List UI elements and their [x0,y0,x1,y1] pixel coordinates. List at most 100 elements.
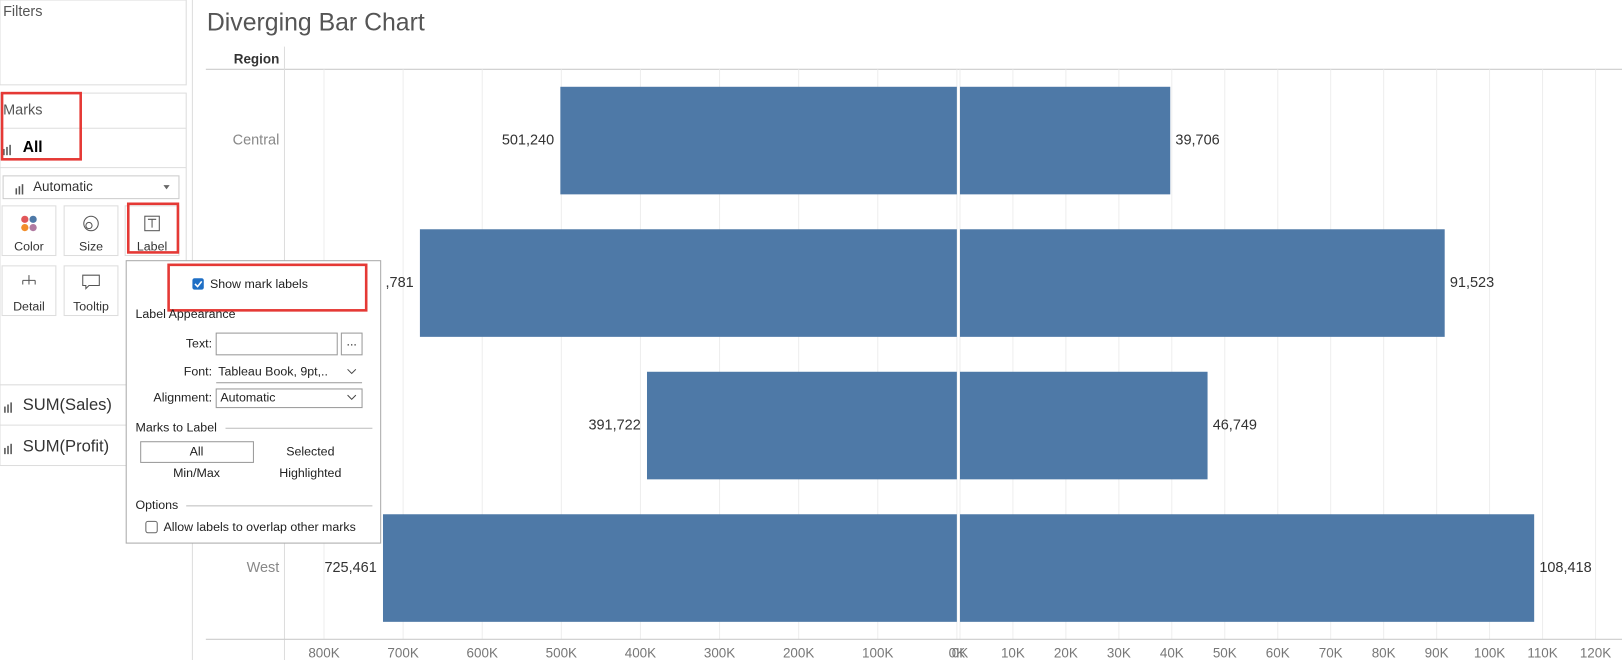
detail-icon [22,275,36,285]
bar-icon [6,146,8,156]
x-tick-label: 400K [625,645,656,660]
x-tick-label: 100K [862,645,893,660]
sales-label: ,781 [386,275,414,291]
x-tick-label: 700K [387,645,418,660]
color-icon [29,223,37,232]
marks-title: Marks [3,103,42,119]
filters-title: Filters [3,4,42,20]
x-tick-label: 0K [949,645,965,660]
chevron [347,368,357,375]
bar-icon [10,443,12,455]
mark-card-label: Color [14,240,44,254]
color-icon [21,223,29,232]
bar-icon [10,402,12,413]
alignment-value: Automatic [220,391,275,405]
sales-label: 391,722 [588,417,640,433]
label-option[interactable]: All [190,444,204,458]
field-label: Alignment: [153,391,212,405]
section-title: Label Appearance [136,307,236,321]
x-tick-label: 800K [308,645,339,660]
profit-label: 39,706 [1175,132,1219,148]
checkbox-checked[interactable] [192,278,204,290]
x-tick-label: 50K [1213,645,1237,660]
x-tick-label: 70K [1319,645,1343,660]
shelf-pill[interactable]: SUM(Profit) [23,436,109,455]
mark-type: Automatic [33,179,93,194]
marks-all[interactable]: All [23,139,43,156]
checkbox-label[interactable]: Allow labels to overlap other marks [163,520,355,534]
category-label: West [247,560,280,576]
x-tick-label: 200K [783,645,814,660]
shelf-pill[interactable]: SUM(Sales) [23,395,112,414]
font-dropdown[interactable]: Tableau Book, 9pt,.. [218,365,328,379]
profit-bar [959,86,1171,195]
profit-label: 108,418 [1539,560,1591,576]
size-icon [83,215,99,232]
mark-card-button[interactable] [1,265,57,317]
bar-icon [7,445,9,455]
mark-card-label: Size [79,240,103,254]
bar-icon [21,184,24,195]
sales-bar [382,514,957,622]
filters-shelf [0,0,187,86]
x-tick-label: 300K [704,645,735,660]
checkbox-unchecked[interactable] [145,520,158,534]
label-option[interactable]: Highlighted [279,466,341,480]
size-icon [85,221,93,230]
x-tick-label: 110K [1527,645,1557,660]
category-label: Central [233,132,280,148]
highlight-box [126,202,180,254]
mark-card-button[interactable] [1,205,57,257]
sales-bar [646,371,957,480]
mark-card-button[interactable] [63,265,119,317]
bar-icon [3,148,5,156]
x-tick-label: 120K [1580,645,1611,660]
profit-bar [959,229,1445,337]
bar-icon [4,447,6,455]
profit-bar [959,514,1535,622]
x-tick-label: 100K [1474,645,1505,660]
field-label: Text: [186,337,212,351]
sales-bar [560,86,957,195]
checkbox-label[interactable]: Show mark labels [210,277,308,291]
mark-card-label: Label [137,240,167,254]
color-icon [21,215,29,223]
chart-title: Diverging Bar Chart [207,9,425,36]
sales-label: 501,240 [502,132,554,148]
highlight-box [167,263,368,312]
alignment-dropdown[interactable] [215,388,363,409]
label-option[interactable]: Min/Max [173,466,221,480]
x-tick-label: 30K [1107,645,1131,660]
text-button[interactable] [340,332,363,356]
bar-icon [15,188,18,195]
label-icon [147,218,157,228]
checkmark [194,280,203,288]
bar-icon [9,144,11,156]
button-text: ... [347,335,357,349]
sales-label: 725,461 [324,560,376,576]
x-tick-label: 80K [1372,645,1396,660]
color-icon [29,215,37,223]
mark-type-dropdown[interactable] [2,175,180,200]
label-icon [144,215,160,232]
x-tick-label: 500K [546,645,577,660]
profit-bar [959,371,1208,480]
x-tick-label: 40K [1160,645,1184,660]
x-tick-label: 0K [952,645,968,660]
x-tick-label: 600K [467,645,498,660]
row-header: Region [234,52,280,67]
mark-card-button[interactable] [124,205,180,257]
x-tick-label: 20K [1054,645,1078,660]
dropdown-arrow [163,185,170,190]
section-title: Options [136,498,179,512]
mark-card-label: Detail [13,300,45,314]
profit-label: 46,749 [1213,417,1257,433]
text-input[interactable] [215,332,338,356]
mark-card-label: Tooltip [73,300,109,314]
x-tick-label: 60K [1266,645,1290,660]
field-label: Font: [184,365,212,379]
bar-icon [18,186,21,195]
label-option[interactable]: Selected [286,444,334,458]
selected-option-box [140,441,254,463]
